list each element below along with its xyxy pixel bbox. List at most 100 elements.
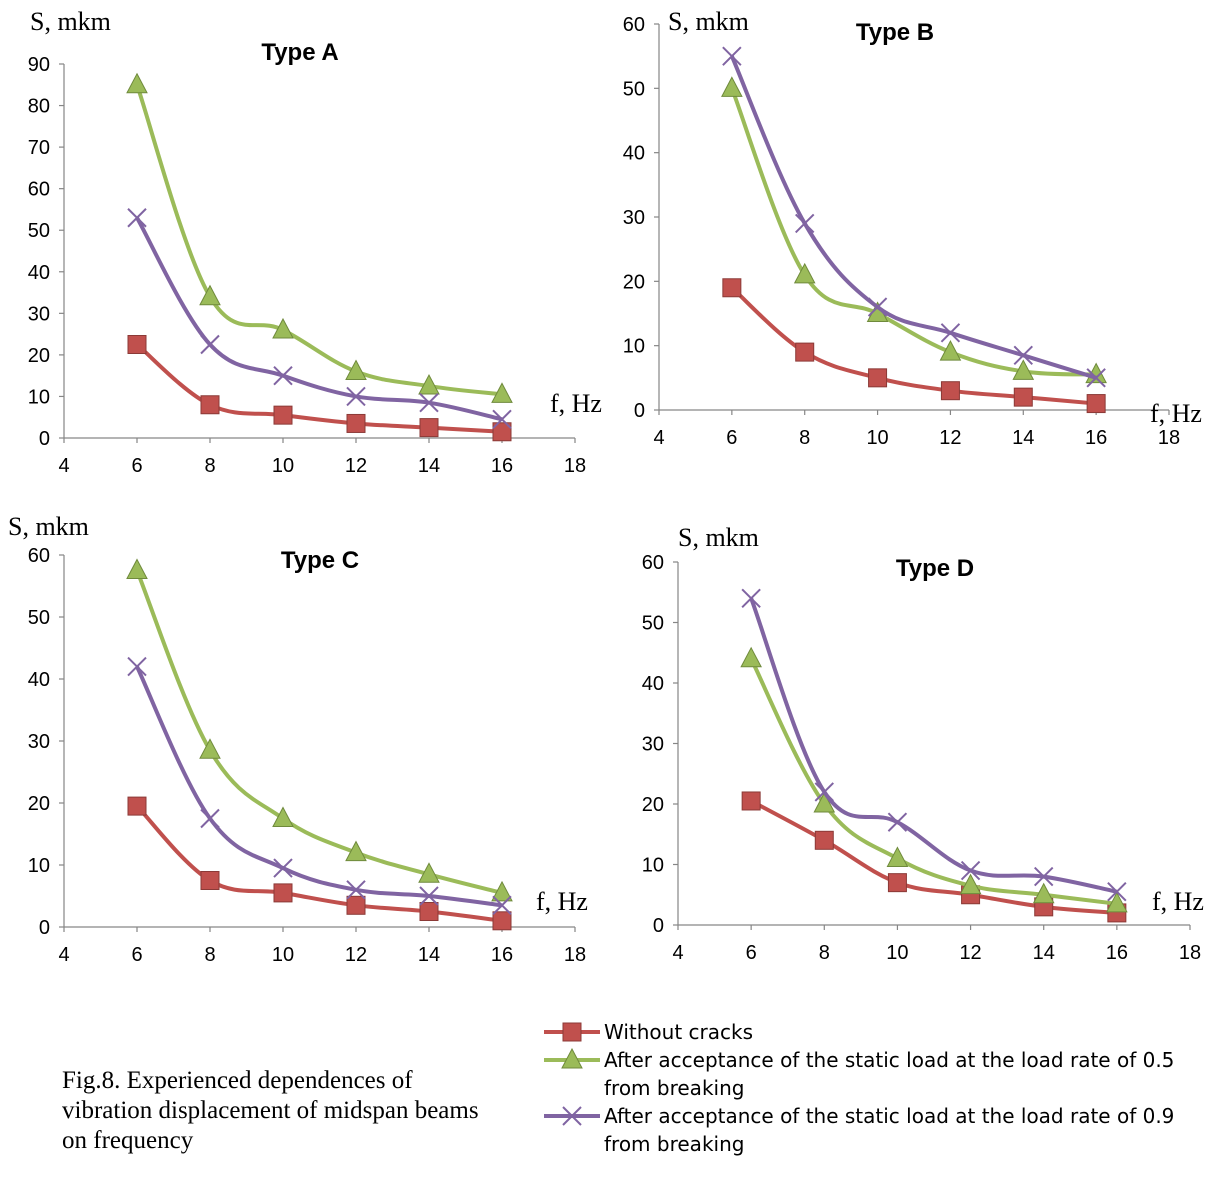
- data-point-triangle: [1032, 882, 1055, 904]
- y-tick-label: 30: [28, 731, 50, 753]
- data-point-triangle: [199, 738, 221, 759]
- data-point-triangle: [740, 646, 762, 668]
- y-tick-label: 10: [642, 855, 664, 877]
- x-axis-label: f, Hz: [536, 887, 588, 916]
- series-load-0-5: [126, 558, 513, 902]
- x-tick-label: 12: [939, 427, 961, 449]
- data-point-cross: [814, 782, 834, 802]
- series-without-cracks: [722, 278, 1106, 414]
- figure-caption: Fig.8. Experienced dependences of vibrat…: [62, 1067, 479, 1154]
- x-tick-label: 6: [131, 455, 142, 477]
- y-tick-label: 20: [28, 793, 50, 815]
- data-point-cross: [1013, 345, 1033, 366]
- y-tick-label: 50: [642, 613, 664, 635]
- y-tick-label: 80: [28, 96, 50, 118]
- x-tick-label: 16: [1106, 942, 1128, 964]
- series-line: [135, 665, 503, 908]
- y-tick-label: 30: [28, 303, 50, 325]
- data-point-cross: [273, 365, 293, 386]
- legend-item-without-cracks: Without cracks: [540, 1018, 1220, 1046]
- x-tick-label: 8: [799, 427, 810, 449]
- y-tick-label: 90: [28, 54, 50, 76]
- x-tick-label: 14: [418, 944, 440, 966]
- data-point-square: [1013, 387, 1033, 407]
- x-axis-label: f, Hz: [1152, 887, 1204, 916]
- x-tick-label: 18: [564, 944, 586, 966]
- data-point-cross: [867, 297, 888, 317]
- x-tick-label: 6: [726, 427, 737, 449]
- y-tick-label: 20: [28, 345, 50, 367]
- y-tick-label: 30: [642, 734, 664, 756]
- data-point-cross: [200, 808, 220, 829]
- data-point-square: [127, 796, 147, 816]
- chart-panel-type-b: 0 10 20 30 40 50 60 4 6 8 10 12 14 16 18 S, mkm f, Hz Typ…: [623, 7, 1202, 449]
- series-line: [749, 597, 1118, 894]
- data-point-cross: [492, 409, 512, 430]
- series-line: [729, 87, 1097, 377]
- series-line: [730, 55, 1097, 380]
- y-tick-label: 0: [653, 915, 664, 937]
- legend-item-load-0-9: After acceptance of the static load at t…: [540, 1102, 1220, 1158]
- data-point-triangle: [1106, 891, 1128, 913]
- data-point-cross: [741, 588, 761, 609]
- data-point-cross: [1034, 866, 1054, 887]
- series-without-cracks: [741, 791, 1127, 923]
- chart-title: Type C: [281, 547, 359, 574]
- x-tick-label: 12: [345, 944, 367, 966]
- x-tick-label: 8: [819, 942, 830, 964]
- x-tick-label: 8: [204, 944, 215, 966]
- y-axis-label: S, mkm: [30, 7, 111, 36]
- y-tick-label: 60: [623, 14, 645, 36]
- data-point-square: [795, 342, 815, 362]
- y-tick-label: 40: [28, 669, 50, 691]
- x-tick-label: 18: [1179, 942, 1201, 964]
- y-axis-label: S, mkm: [668, 7, 749, 36]
- data-point-square: [492, 911, 512, 931]
- chart-panel-type-a: 0 10 20 30 40 50 60 70 80 90 4 6 8 10 12 14 16 18 S, mkm f,…: [28, 7, 602, 477]
- x-axis-label: f, Hz: [1150, 399, 1202, 428]
- x-tick-label: 10: [866, 427, 888, 449]
- chart-panel-type-c: 0 10 20 30 40 50 60 4 6 8 10 12 14 16 18 S, mkm f, Hz Typ…: [8, 512, 588, 966]
- x-tick-label: 10: [272, 944, 294, 966]
- data-point-triangle: [272, 317, 294, 339]
- data-point-triangle: [418, 862, 440, 883]
- legend-label: Without cracks: [604, 1020, 753, 1044]
- data-point-triangle: [1012, 359, 1035, 380]
- legend: Without cracks After acceptance of the s…: [540, 1018, 1220, 1158]
- y-tick-label: 50: [28, 220, 50, 242]
- x-tick-label: 14: [1012, 427, 1034, 449]
- chart-panel-type-d: 0 10 20 30 40 50 60 4 6 8 10 12 14 16 18 S, mkm f, Hz Typ…: [642, 523, 1204, 964]
- data-point-square: [419, 902, 439, 921]
- x-tick-label: 4: [653, 427, 664, 449]
- legend-swatch-cross: [544, 1106, 600, 1126]
- data-point-square: [346, 895, 366, 915]
- legend-label: After acceptance of the static load at t…: [604, 1048, 1175, 1100]
- y-axis-label: S, mkm: [678, 523, 759, 552]
- y-tick-label: 10: [623, 336, 645, 358]
- y-tick-label: 0: [39, 917, 50, 939]
- data-point-cross: [346, 386, 366, 407]
- data-point-square: [273, 883, 293, 903]
- chart-title: Type D: [896, 555, 974, 582]
- data-point-triangle: [721, 76, 743, 97]
- data-point-triangle: [126, 72, 148, 94]
- y-tick-label: 10: [28, 855, 50, 877]
- data-point-triangle: [272, 806, 294, 827]
- x-tick-label: 18: [1158, 427, 1180, 449]
- legend-swatch-marker: [562, 1106, 582, 1126]
- series-line: [749, 657, 1118, 906]
- data-point-triangle: [345, 840, 367, 862]
- x-tick-label: 4: [58, 455, 69, 477]
- series-without-cracks: [127, 335, 512, 442]
- legend-swatch-square: [544, 1022, 600, 1042]
- y-tick-label: 60: [642, 552, 664, 574]
- legend-swatch-triangle: [544, 1048, 600, 1069]
- y-tick-label: 50: [28, 607, 50, 629]
- y-tick-label: 60: [28, 179, 50, 201]
- x-tick-label: 12: [959, 942, 981, 964]
- x-tick-label: 6: [746, 942, 757, 964]
- x-tick-label: 18: [564, 455, 586, 477]
- x-tick-label: 16: [491, 455, 513, 477]
- series-load-0-9: [127, 208, 512, 430]
